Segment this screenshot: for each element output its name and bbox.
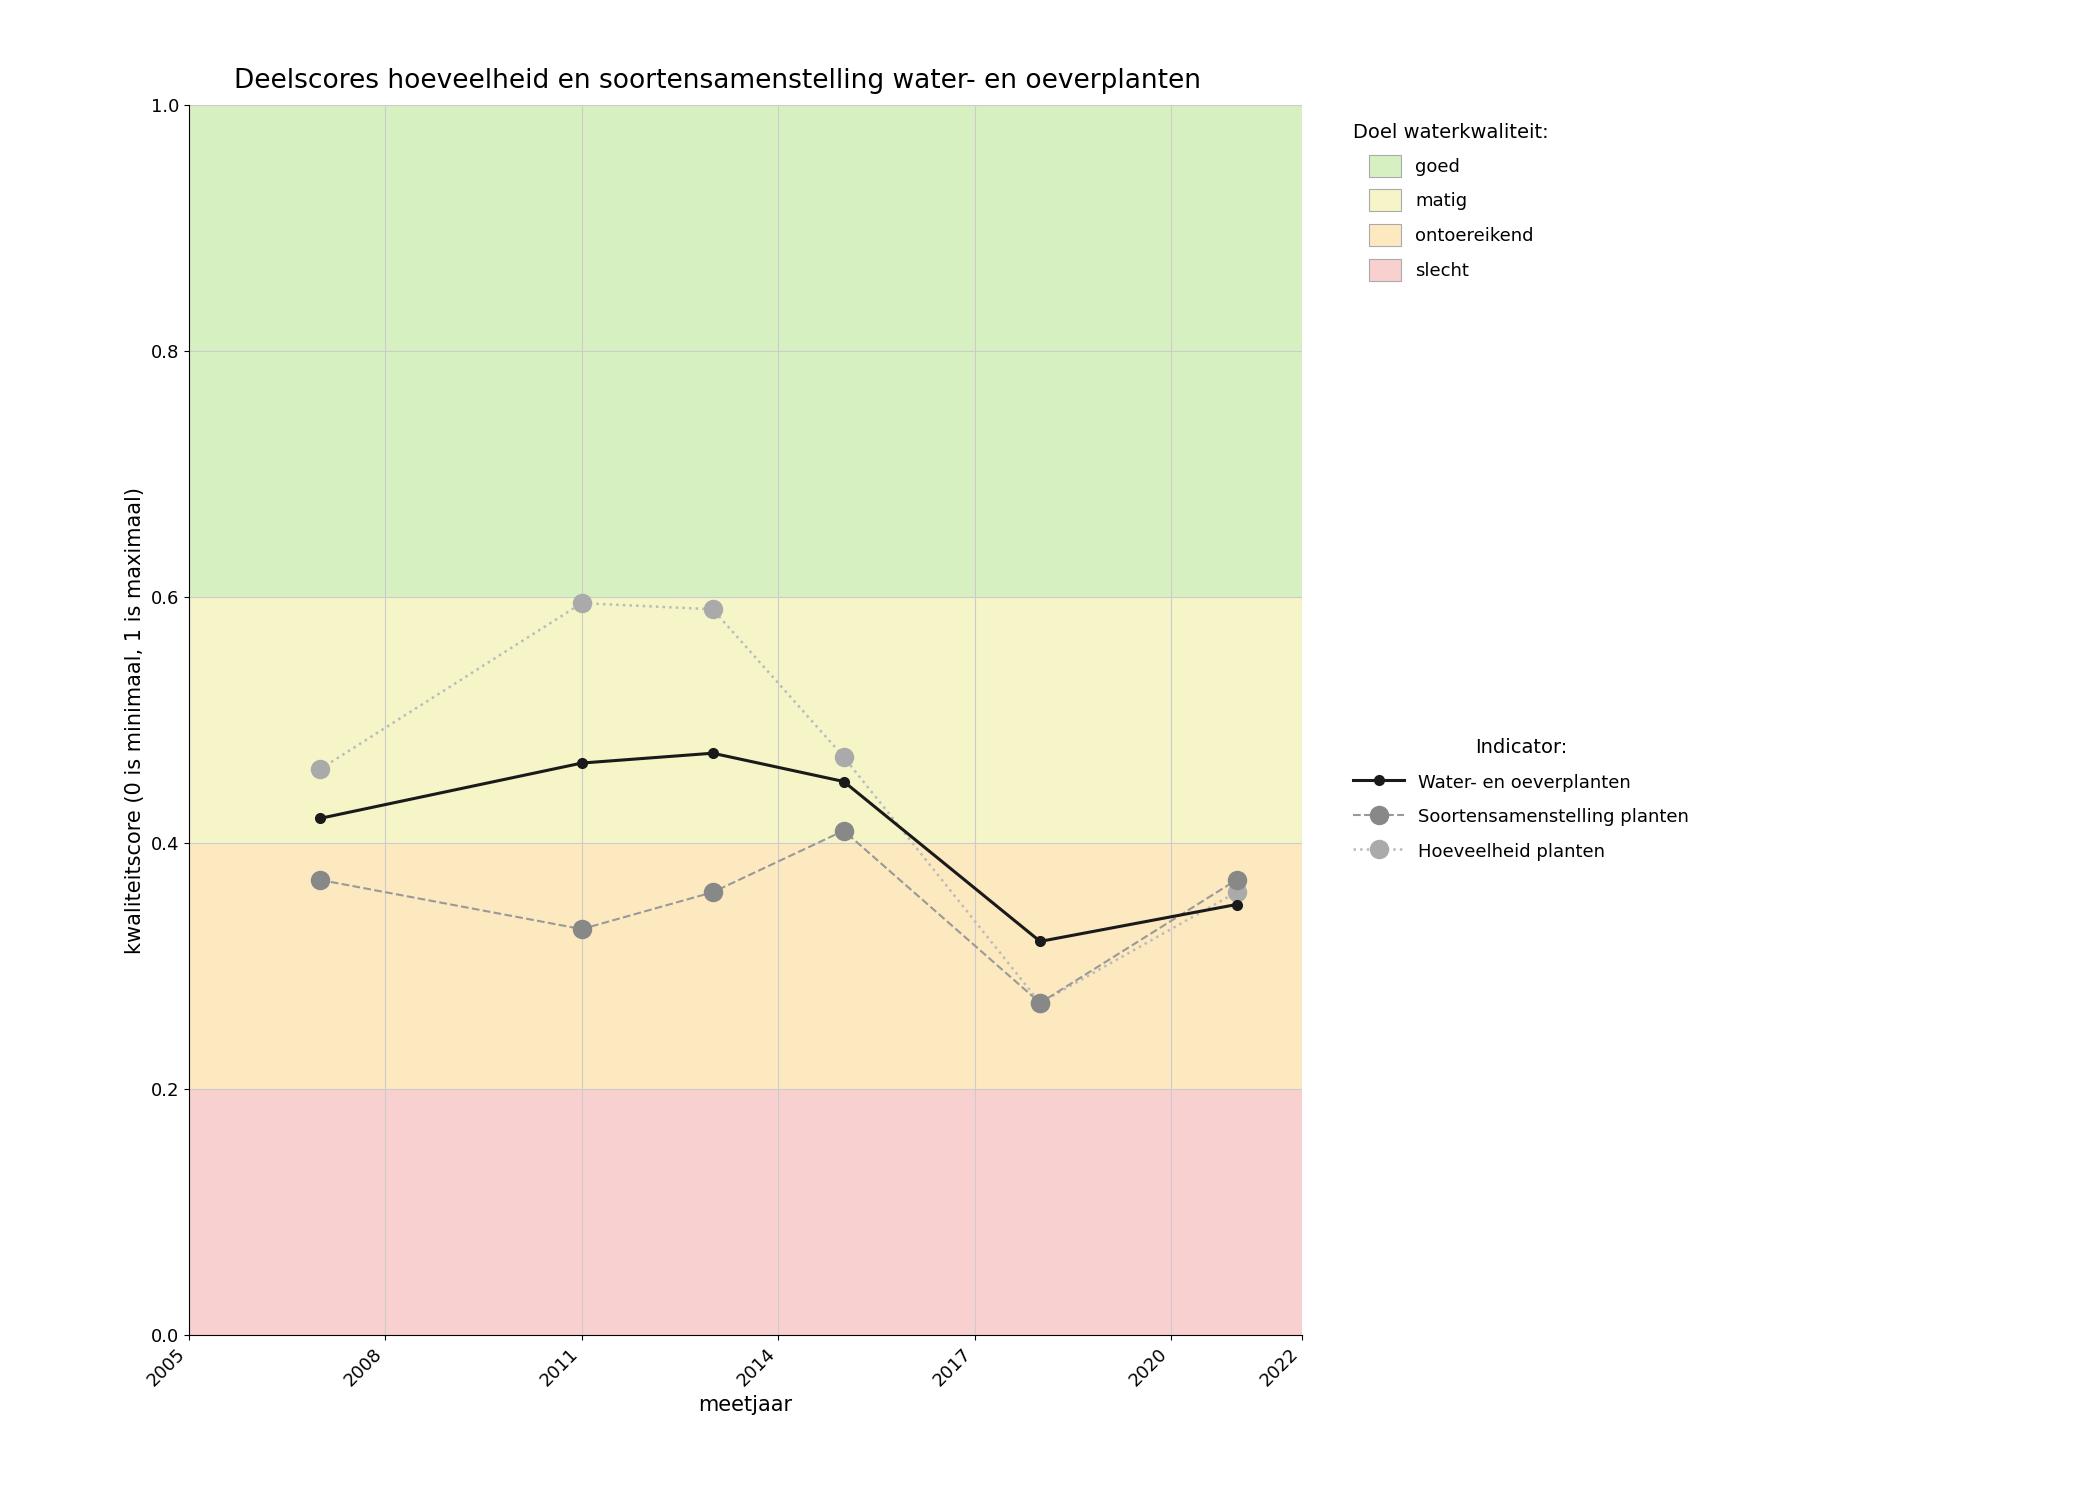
Hoeveelheid planten xyxy=(1027,994,1052,1012)
X-axis label: meetjaar: meetjaar xyxy=(699,1395,792,1416)
Soortensamenstelling planten xyxy=(1224,871,1250,889)
Soortensamenstelling planten xyxy=(569,920,594,938)
Bar xyxy=(189,1089,1302,1335)
Soortensamenstelling planten xyxy=(307,871,332,889)
Water- en oeverplanten xyxy=(1027,933,1052,951)
Water- en oeverplanten xyxy=(307,810,332,828)
Bar xyxy=(189,105,1302,597)
Hoeveelheid planten xyxy=(699,600,724,618)
Bar xyxy=(189,843,1302,1089)
Hoeveelheid planten xyxy=(1224,884,1250,902)
Line: Hoeveelheid planten: Hoeveelheid planten xyxy=(311,594,1245,1012)
Legend: Water- en oeverplanten, Soortensamenstelling planten, Hoeveelheid planten: Water- en oeverplanten, Soortensamenstel… xyxy=(1344,729,1699,870)
Text: Deelscores hoeveelheid en soortensamenstelling water- en oeverplanten: Deelscores hoeveelheid en soortensamenst… xyxy=(233,69,1201,94)
Hoeveelheid planten xyxy=(307,760,332,778)
Line: Water- en oeverplanten: Water- en oeverplanten xyxy=(315,748,1241,946)
Water- en oeverplanten xyxy=(699,744,724,762)
Bar xyxy=(189,597,1302,843)
Line: Soortensamenstelling planten: Soortensamenstelling planten xyxy=(311,822,1245,1013)
Soortensamenstelling planten xyxy=(1027,994,1052,1012)
Hoeveelheid planten xyxy=(832,748,857,766)
Water- en oeverplanten xyxy=(569,754,594,772)
Y-axis label: kwaliteitscore (0 is minimaal, 1 is maximaal): kwaliteitscore (0 is minimaal, 1 is maxi… xyxy=(126,486,145,954)
Water- en oeverplanten xyxy=(832,772,857,790)
Hoeveelheid planten xyxy=(569,594,594,612)
Soortensamenstelling planten xyxy=(699,884,724,902)
Water- en oeverplanten xyxy=(1224,896,1250,914)
Soortensamenstelling planten xyxy=(832,822,857,840)
